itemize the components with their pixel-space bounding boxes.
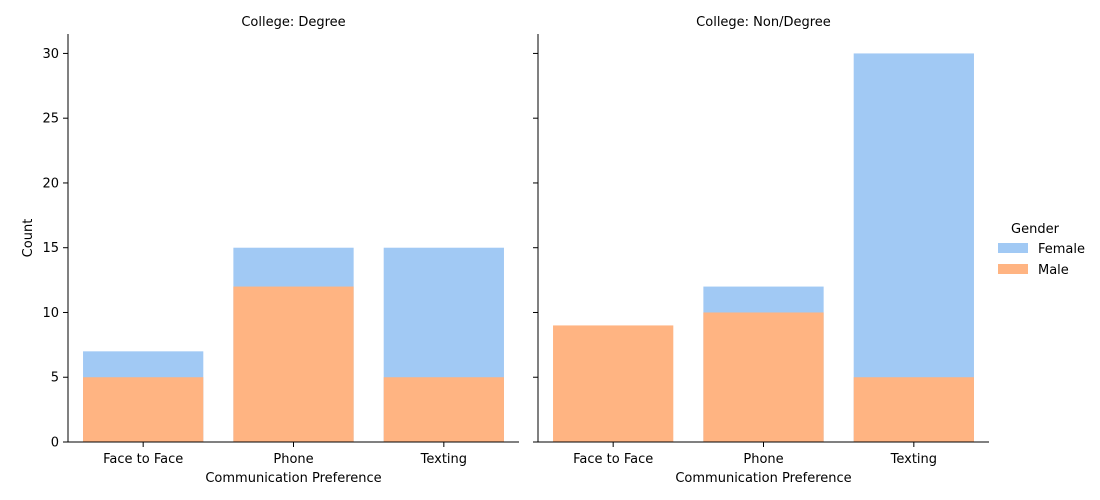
legend-label-male: Male bbox=[1038, 263, 1069, 278]
bar-male-phone bbox=[703, 312, 824, 442]
y-tick-label: 5 bbox=[51, 371, 59, 386]
bar-male-texting bbox=[853, 377, 974, 442]
x-tick-label-face-to-face: Face to Face bbox=[103, 452, 183, 467]
legend: Gender Female Male bbox=[998, 222, 1085, 278]
y-tick-label: 15 bbox=[42, 241, 59, 256]
y-tick-label: 10 bbox=[42, 306, 59, 321]
y-tick-label: 0 bbox=[51, 436, 59, 451]
panel-title: College: Degree bbox=[241, 15, 345, 30]
x-tick-label-face-to-face: Face to Face bbox=[573, 452, 653, 467]
x-tick-label-texting: Texting bbox=[420, 452, 467, 467]
legend-title: Gender bbox=[1011, 222, 1060, 237]
y-tick-label: 20 bbox=[42, 176, 59, 191]
legend-swatch-male bbox=[998, 264, 1028, 274]
panel-title: College: Non/Degree bbox=[696, 15, 831, 30]
x-axis-label: Communication Preference bbox=[205, 471, 381, 486]
bar-male-face-to-face bbox=[553, 325, 674, 442]
x-axis-label: Communication Preference bbox=[675, 471, 851, 486]
y-tick-label: 25 bbox=[42, 112, 59, 127]
x-tick-label-phone: Phone bbox=[743, 452, 783, 467]
bar-male-texting bbox=[383, 377, 504, 442]
legend-label-female: Female bbox=[1038, 242, 1085, 257]
y-axis-label: Count bbox=[21, 219, 36, 258]
x-tick-label-phone: Phone bbox=[273, 452, 313, 467]
panel-1: College: Degree 0 5 10 15 20 25 30 Face to Face P… bbox=[42, 15, 519, 486]
y-tick-label: 30 bbox=[42, 47, 59, 62]
bar-female-texting bbox=[853, 53, 974, 443]
bar-male-phone bbox=[233, 286, 354, 442]
bar-male-face-to-face bbox=[83, 377, 204, 442]
legend-swatch-female bbox=[998, 243, 1028, 253]
x-tick-label-texting: Texting bbox=[890, 452, 937, 467]
panel-2: College: Non/Degree Face to Face Phone Text… bbox=[533, 15, 989, 486]
